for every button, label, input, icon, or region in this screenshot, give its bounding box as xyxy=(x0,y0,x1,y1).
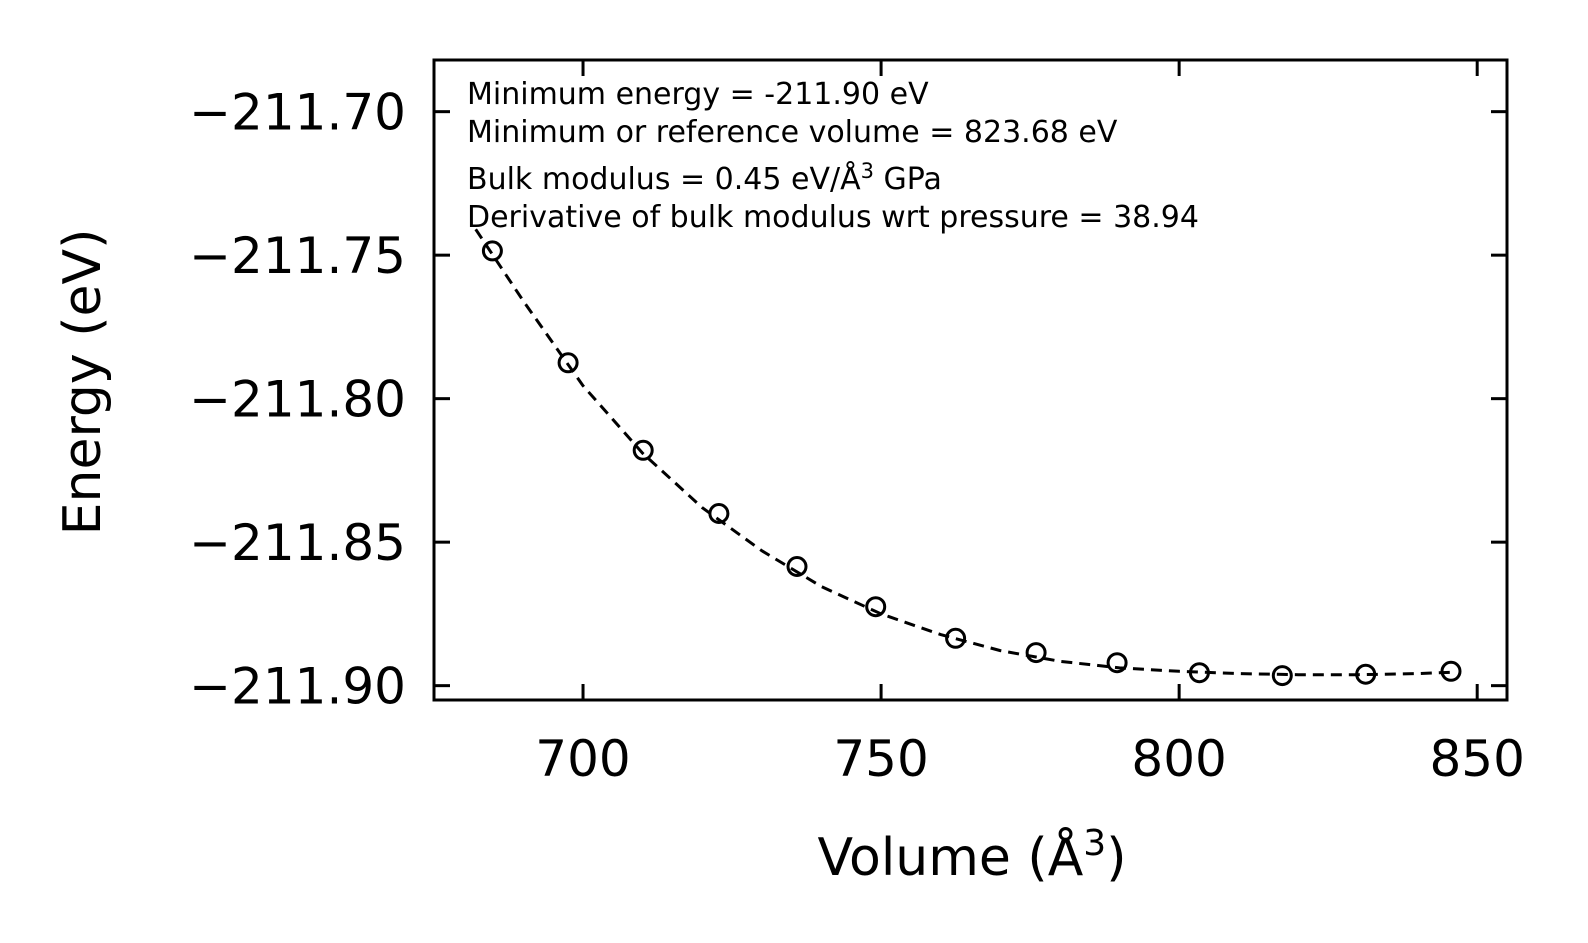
data-point xyxy=(1025,642,1047,664)
annotation-min-volume: Minimum or reference volume = 823.68 eV xyxy=(467,115,1118,150)
data-point xyxy=(786,556,808,577)
data-point xyxy=(1271,665,1293,687)
annotation-block: Minimum energy = -211.90 eV Minimum or r… xyxy=(467,77,1199,235)
data-point xyxy=(557,352,579,374)
annotation-min-energy: Minimum energy = -211.90 eV xyxy=(467,77,929,112)
annotation-bulk-modulus-unit: GPa xyxy=(874,162,942,197)
annotation-bulk-modulus: Bulk modulus = 0.45 eV/Å3 GPa xyxy=(467,159,942,197)
data-point xyxy=(708,503,730,524)
y-tick-label: −211.90 xyxy=(189,658,406,716)
y-tick-label: −211.75 xyxy=(189,227,406,285)
data-point xyxy=(481,240,503,262)
x-axis-title: Volume (Å3) xyxy=(818,823,1127,888)
x-axis-title-close: ) xyxy=(1106,828,1126,888)
x-tick-label: 750 xyxy=(833,730,928,788)
plot-area: 700 750 800 850 −211.70 −211.75 −211.80 −211.8… xyxy=(189,58,1525,788)
x-axis-title-superscript: 3 xyxy=(1083,823,1106,864)
y-tick-label: −211.80 xyxy=(189,371,406,429)
annotation-bulk-modulus-value: Bulk modulus = 0.45 eV/Å xyxy=(467,161,861,197)
x-tick-label: 800 xyxy=(1131,730,1226,788)
data-point xyxy=(945,627,967,649)
data-point xyxy=(865,596,887,618)
data-point xyxy=(1188,662,1210,684)
x-tick-label: 700 xyxy=(535,730,630,788)
y-tick-label: −211.70 xyxy=(189,84,406,142)
fit-curve xyxy=(474,228,1454,677)
annotation-bulk-modulus-superscript: 3 xyxy=(861,159,874,183)
x-axis-title-text: Volume (Å xyxy=(818,826,1084,888)
data-point xyxy=(1355,663,1377,685)
x-tick-label: 850 xyxy=(1429,730,1524,788)
annotation-derivative: Derivative of bulk modulus wrt pressure … xyxy=(467,200,1199,235)
y-tick-label: −211.85 xyxy=(189,514,406,572)
y-axis-title: Energy (eV) xyxy=(53,229,113,536)
plot-frame xyxy=(432,58,1509,702)
data-point xyxy=(632,439,654,461)
x-axis-ticks: 700 750 800 850 xyxy=(535,60,1525,788)
y-axis-ticks: −211.70 −211.75 −211.80 −211.85 −211.90 xyxy=(189,84,1507,716)
data-points xyxy=(481,240,1462,687)
data-point xyxy=(1440,660,1462,682)
data-point xyxy=(1106,652,1128,674)
